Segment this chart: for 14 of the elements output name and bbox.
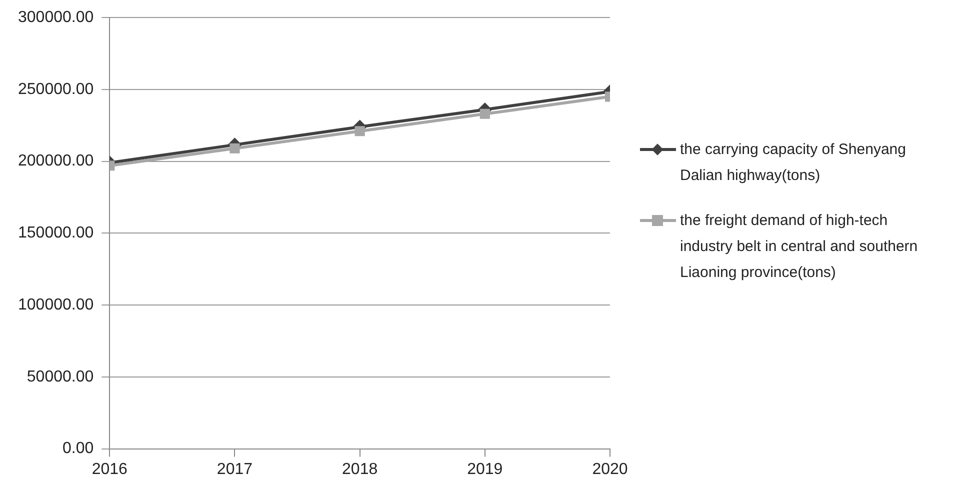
x-tick-label: 2018 xyxy=(342,460,378,478)
y-tick-label: 150000.00 xyxy=(18,224,94,242)
y-tick-label: 300000.00 xyxy=(18,9,94,26)
y-tick-label: 0.00 xyxy=(62,440,94,458)
y-tick-label: 250000.00 xyxy=(18,80,94,98)
x-tick-label: 2016 xyxy=(92,460,128,478)
x-tick-label: 2020 xyxy=(592,460,628,478)
legend-label: the freight demand of high-tech industry belt in central and southern Liaoning province(tons) xyxy=(680,211,919,283)
y-tick-label: 200000.00 xyxy=(18,152,94,170)
y-tick-label: 100000.00 xyxy=(18,296,94,314)
x-tick-label: 2017 xyxy=(216,460,253,478)
y-tick-label: 50000.00 xyxy=(26,368,94,386)
x-tick-label: 2019 xyxy=(467,460,503,478)
legend-label: the carrying capacity of Shenyang Dalian highway(tons) xyxy=(680,140,907,186)
